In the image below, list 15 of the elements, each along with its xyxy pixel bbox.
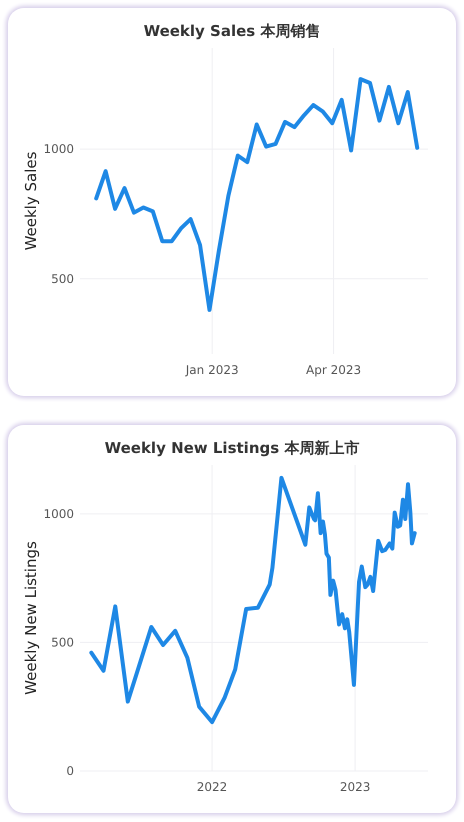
y-axis-title: Weekly New Listings — [22, 541, 40, 695]
line-series — [89, 476, 417, 724]
y-tick-label: 500 — [51, 635, 74, 650]
y-tick-label: 1000 — [43, 506, 74, 521]
chart-title: Weekly New Listings 本周新上市 — [104, 439, 360, 457]
y-tick-label: 1000 — [43, 142, 74, 156]
y-tick-label: 500 — [51, 272, 74, 286]
line-series — [94, 77, 420, 312]
y-axis-title: Weekly Sales — [22, 151, 40, 250]
x-tick-label: Jan 2023 — [184, 363, 239, 377]
x-tick-label: 2022 — [196, 780, 228, 794]
y-tick-label: 0 — [66, 764, 74, 778]
chart-title: Weekly Sales 本周销售 — [144, 22, 320, 40]
x-tick-label: Apr 2023 — [306, 363, 362, 377]
x-tick-label: 2023 — [340, 780, 370, 794]
